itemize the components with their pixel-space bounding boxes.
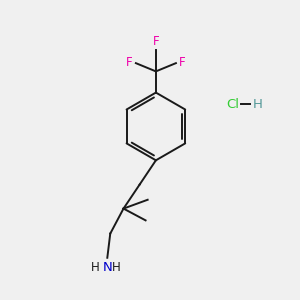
Text: H: H — [112, 261, 121, 274]
Text: H: H — [253, 98, 262, 111]
Text: H: H — [91, 261, 99, 274]
Text: F: F — [179, 56, 185, 69]
Text: F: F — [126, 56, 133, 69]
Text: F: F — [153, 35, 159, 48]
Text: N: N — [102, 261, 112, 274]
Text: Cl: Cl — [226, 98, 240, 111]
